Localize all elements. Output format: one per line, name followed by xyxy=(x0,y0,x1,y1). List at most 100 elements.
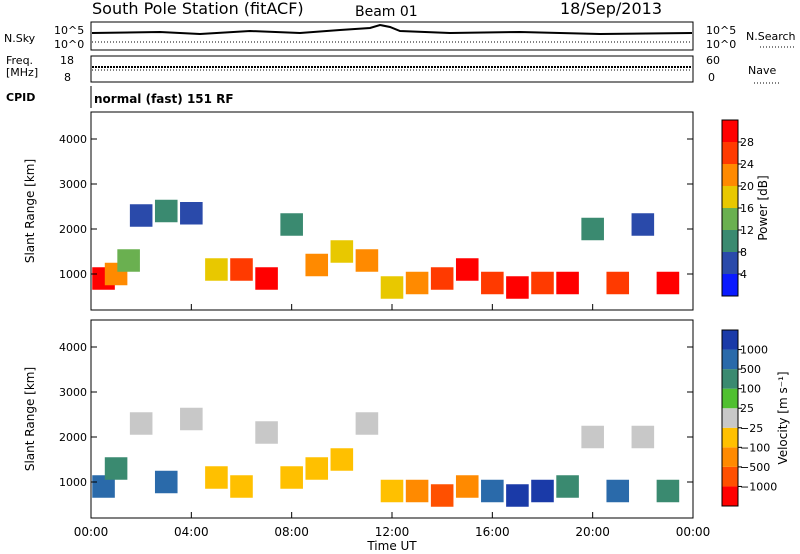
power-cell-23 xyxy=(631,213,655,236)
velocity-colorbar-swatch-2 xyxy=(722,447,738,467)
power-colorbar-tick-label-5: 24 xyxy=(740,158,754,171)
velocity-ytick-label-2: 3000 xyxy=(59,386,87,399)
date-label: 18/Sep/2013 xyxy=(560,0,662,18)
velocity-cell-15 xyxy=(455,475,479,498)
power-colorbar-tick-label-2: 12 xyxy=(740,224,754,237)
power-cell-15 xyxy=(430,267,454,290)
velocity-colorbar-swatch-8 xyxy=(722,330,738,350)
power-cell-2 xyxy=(117,249,140,272)
power-cell-16 xyxy=(455,258,479,281)
freq-tick-top: 18 xyxy=(60,54,74,67)
freq-label-2: [MHz] xyxy=(6,66,38,79)
cpid-program-text: normal (fast) 151 RF xyxy=(94,92,234,106)
velocity-colorbar: 1000 500 100 25 −25 −100 −500 −1000 Velocity [m… xyxy=(721,329,790,507)
station-title: South Pole Station (fitACF) xyxy=(92,0,304,18)
velocity-colorbar-swatch-5 xyxy=(722,388,738,409)
power-cell-17 xyxy=(481,271,504,295)
nave-label: Nave xyxy=(748,64,776,77)
nsearch-label: N.Search xyxy=(746,30,796,43)
velocity-cell-16 xyxy=(481,479,504,503)
velocity-panel: 1000 2000 3000 4000 Slant Range [km] xyxy=(23,319,694,519)
velocity-colorbar-swatch-4 xyxy=(722,408,738,428)
nave-tick-top: 60 xyxy=(706,54,720,67)
velocity-ytick-label-0: 1000 xyxy=(59,476,87,489)
velocity-cell-0 xyxy=(92,475,115,498)
xtick-label-5: 20:00 xyxy=(575,525,610,539)
nsky-strip: N.Sky 10^5 10^0 10^5 10^0 N.Search xyxy=(4,21,796,51)
power-colorbar-swatch-2 xyxy=(722,230,738,252)
velocity-cell-22 xyxy=(631,425,655,449)
power-cell-10 xyxy=(305,253,329,277)
x-axis-ticks: 00:00 04:00 08:00 12:00 16:00 20:00 00:00 xyxy=(74,304,711,539)
xtick-label-2: 08:00 xyxy=(274,525,309,539)
velocity-cell-21 xyxy=(606,479,630,503)
velocity-cell-19 xyxy=(556,475,579,498)
power-colorbar-tick-label-3: 16 xyxy=(740,202,754,215)
power-ytick-label-1: 2000 xyxy=(59,223,87,236)
velocity-cell-17 xyxy=(506,484,529,507)
power-cell-4 xyxy=(154,199,178,223)
x-axis-label: Time UT xyxy=(366,539,417,553)
velocity-colorbar-frame xyxy=(721,329,739,507)
velocity-colorbar-tick-label-0: 1000 xyxy=(740,344,768,357)
power-colorbar-ticks: 4 8 12 16 20 24 28 xyxy=(738,136,754,281)
power-cell-3 xyxy=(129,204,153,227)
cpid-strip: CPID normal (fast) 151 RF xyxy=(6,86,234,108)
power-cell-12 xyxy=(355,249,379,272)
xtick-label-4: 16:00 xyxy=(475,525,510,539)
velocity-cells xyxy=(92,407,680,507)
power-colorbar-swatches xyxy=(722,120,738,296)
velocity-cell-10 xyxy=(330,448,354,471)
velocity-ytick-label-1: 2000 xyxy=(59,431,87,444)
velocity-colorbar-tick-label-3: 25 xyxy=(740,402,754,415)
velocity-colorbar-swatch-0 xyxy=(722,486,738,506)
velocity-cell-5 xyxy=(205,466,228,489)
freq-tick-bottom: 8 xyxy=(64,71,71,84)
power-cell-22 xyxy=(606,271,630,295)
velocity-colorbar-tick-label-6: −500 xyxy=(740,461,770,474)
velocity-y-axis-label: Slant Range [km] xyxy=(23,367,37,471)
power-y-axis-label: Slant Range [km] xyxy=(23,159,37,263)
power-colorbar-swatch-5 xyxy=(722,164,738,186)
power-ytick-label-2: 3000 xyxy=(59,178,87,191)
power-cell-7 xyxy=(230,258,253,281)
velocity-ytick-label-3: 4000 xyxy=(59,341,87,354)
power-cell-24 xyxy=(656,271,680,295)
power-cell-19 xyxy=(531,271,554,295)
velocity-colorbar-tick-label-7: −1000 xyxy=(740,480,777,493)
nsky-tick-top: 10^5 xyxy=(54,24,84,37)
beam-label: Beam 01 xyxy=(355,4,418,20)
velocity-cell-6 xyxy=(230,475,253,498)
power-panel: 1000 2000 3000 4000 Slant Range [km] xyxy=(23,111,694,311)
nsearch-tick-bottom: 10^0 xyxy=(706,38,736,51)
velocity-colorbar-swatch-6 xyxy=(722,369,738,389)
power-ytick-label-3: 4000 xyxy=(59,133,87,146)
power-colorbar: 4 8 12 16 20 24 28 Power [dB] xyxy=(721,119,770,297)
velocity-cell-11 xyxy=(355,412,379,435)
power-colorbar-swatch-0 xyxy=(722,274,738,296)
freq-strip: Freq. [MHz] 18 8 60 0 Nave xyxy=(6,54,780,84)
velocity-colorbar-tick-label-4: −25 xyxy=(740,422,763,435)
velocity-y-ticks: 1000 2000 3000 4000 xyxy=(59,341,693,489)
xtick-label-1: 04:00 xyxy=(174,525,209,539)
velocity-cell-1 xyxy=(104,457,128,480)
xtick-label-6: 00:00 xyxy=(676,525,711,539)
velocity-cell-2 xyxy=(129,412,153,435)
power-colorbar-tick-label-6: 28 xyxy=(740,136,754,149)
velocity-colorbar-ticks: 1000 500 100 25 −25 −100 −500 −1000 xyxy=(738,344,777,493)
velocity-colorbar-swatch-7 xyxy=(722,349,738,370)
velocity-cell-20 xyxy=(581,425,604,449)
power-cell-20 xyxy=(556,271,579,295)
velocity-colorbar-swatch-3 xyxy=(722,427,738,448)
power-cells xyxy=(92,199,680,299)
power-colorbar-tick-label-1: 8 xyxy=(740,246,747,259)
power-cell-21 xyxy=(581,217,604,241)
nsearch-tick-top: 10^5 xyxy=(706,24,736,37)
power-cell-5 xyxy=(180,202,203,225)
nsky-frame xyxy=(90,21,694,51)
velocity-cell-13 xyxy=(405,479,429,503)
power-cell-13 xyxy=(380,276,404,299)
power-cell-14 xyxy=(405,271,429,295)
nsky-label: N.Sky xyxy=(4,32,36,45)
